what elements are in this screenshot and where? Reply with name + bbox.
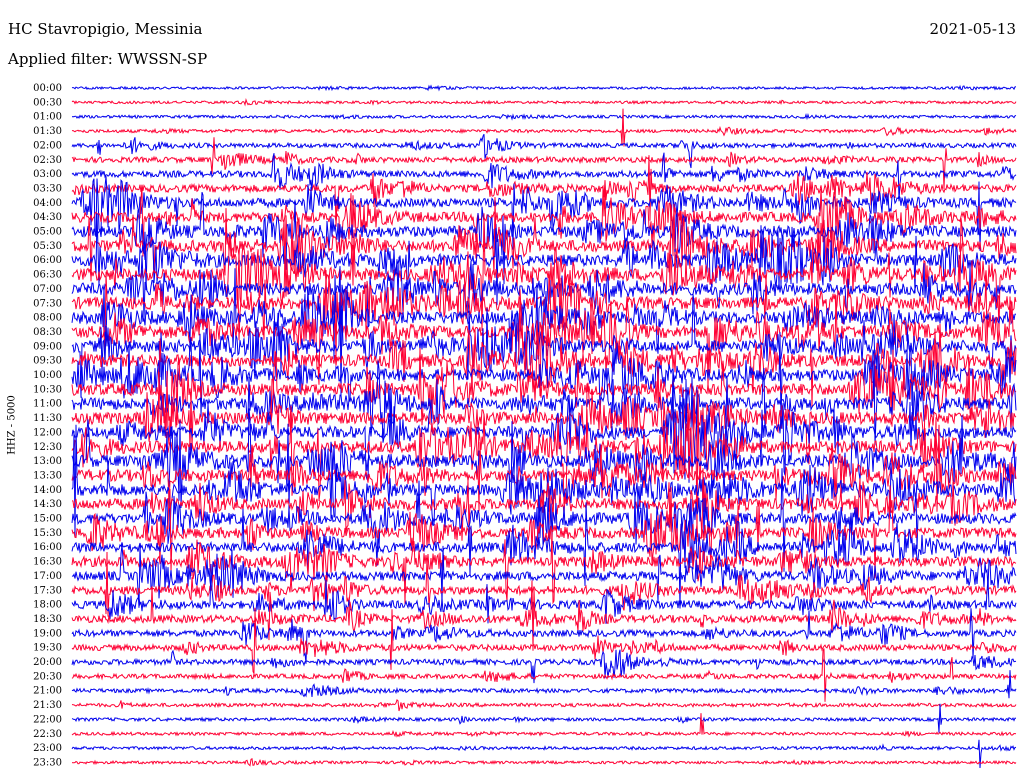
trace-line xyxy=(71,213,1017,306)
time-tick-label: 14:30 xyxy=(33,499,62,510)
time-tick-label: 03:00 xyxy=(33,169,62,180)
time-tick-label: 08:00 xyxy=(33,313,62,324)
trace-line xyxy=(71,502,1017,609)
time-tick-label: 14:00 xyxy=(33,485,62,496)
time-tick-label: 00:30 xyxy=(33,97,62,108)
time-tick-label: 07:00 xyxy=(33,284,62,295)
station-title: HC Stavropigio, Messinia xyxy=(8,20,203,38)
time-tick-label: 10:30 xyxy=(33,384,62,395)
time-tick-label: 22:30 xyxy=(33,729,62,740)
trace-line xyxy=(71,563,1017,624)
trace-line xyxy=(71,580,1017,651)
trace-line xyxy=(71,187,1017,284)
trace-line xyxy=(71,213,1017,332)
trace-line xyxy=(71,649,1017,684)
date-label: 2021-05-13 xyxy=(929,20,1016,38)
trace-line xyxy=(71,648,1017,702)
time-tick-label: 18:00 xyxy=(33,600,62,611)
time-tick-label: 15:30 xyxy=(33,528,62,539)
time-tick-label: 10:00 xyxy=(33,370,62,381)
time-tick-label: 00:00 xyxy=(33,83,62,94)
trace-line xyxy=(71,468,1017,572)
trace-line xyxy=(71,155,1017,227)
trace-line xyxy=(71,371,1017,465)
trace-line xyxy=(71,670,1017,699)
trace-line xyxy=(71,255,1017,329)
time-tick-label: 09:30 xyxy=(33,356,62,367)
trace-line xyxy=(71,84,1017,92)
time-tick-label: 09:00 xyxy=(33,341,62,352)
time-tick-label: 13:00 xyxy=(33,456,62,467)
trace-line xyxy=(71,152,1017,202)
time-tick-label: 01:00 xyxy=(33,112,62,123)
trace-line xyxy=(71,288,1017,398)
time-tick-label: 11:30 xyxy=(33,413,62,424)
time-tick-label: 03:30 xyxy=(33,183,62,194)
time-tick-label: 18:30 xyxy=(33,614,62,625)
time-tick-label: 16:30 xyxy=(33,557,62,568)
time-tick-label: 23:00 xyxy=(33,743,62,754)
trace-line xyxy=(71,176,1017,251)
trace-line xyxy=(71,713,1017,738)
time-tick-label: 07:30 xyxy=(33,298,62,309)
time-tick-label: 21:30 xyxy=(33,700,62,711)
trace-line xyxy=(71,703,1017,733)
time-tick-label: 04:00 xyxy=(33,198,62,209)
time-tick-label: 19:30 xyxy=(33,643,62,654)
time-tick-label: 12:30 xyxy=(33,442,62,453)
trace-line xyxy=(71,758,1017,767)
trace-line xyxy=(71,551,1017,617)
time-tick-label: 15:00 xyxy=(33,514,62,525)
time-tick-label: 22:00 xyxy=(33,714,62,725)
trace-line xyxy=(71,289,1017,408)
trace-line xyxy=(71,699,1017,712)
trace-line xyxy=(71,468,1017,568)
time-tick-label: 11:00 xyxy=(33,399,62,410)
time-tick-label: 20:00 xyxy=(33,657,62,668)
time-tick-label: 17:30 xyxy=(33,585,62,596)
trace-line xyxy=(71,608,1017,664)
trace-line xyxy=(71,390,1017,538)
trace-line xyxy=(71,97,1017,107)
time-tick-label: 17:00 xyxy=(33,571,62,582)
trace-line xyxy=(71,108,1017,147)
trace-line xyxy=(71,607,1017,674)
trace-line xyxy=(71,359,1017,446)
time-tick-label: 20:30 xyxy=(33,671,62,682)
trace-line xyxy=(71,347,1017,445)
time-tick-label: 13:30 xyxy=(33,470,62,481)
time-tick-label: 05:30 xyxy=(33,241,62,252)
time-tick-label: 16:00 xyxy=(33,542,62,553)
time-tick-label: 06:30 xyxy=(33,270,62,281)
time-tick-labels: 00:00 00:30 01:00 01:30 02:00 02:30 03:00 03:30… xyxy=(33,83,62,768)
trace-line xyxy=(71,294,1017,390)
seismogram-traces xyxy=(71,84,1017,769)
time-tick-label: 23:30 xyxy=(33,757,62,768)
trace-line xyxy=(71,368,1017,483)
time-tick-label: 08:30 xyxy=(33,327,62,338)
time-tick-label: 12:00 xyxy=(33,427,62,438)
time-tick-label: 04:30 xyxy=(33,212,62,223)
trace-line xyxy=(71,529,1017,605)
time-tick-label: 21:00 xyxy=(33,686,62,697)
time-tick-label: 02:30 xyxy=(33,155,62,166)
time-tick-label: 19:00 xyxy=(33,628,62,639)
trace-line xyxy=(71,268,1017,360)
trace-line xyxy=(71,739,1017,769)
time-tick-label: 06:00 xyxy=(33,255,62,266)
trace-line xyxy=(71,137,1017,189)
trace-line xyxy=(71,133,1017,169)
trace-line xyxy=(71,332,1017,427)
filter-label: Applied filter: WWSSN-SP xyxy=(8,50,208,68)
time-tick-label: 02:00 xyxy=(33,140,62,151)
time-tick-label: 05:00 xyxy=(33,227,62,238)
time-tick-label: 01:30 xyxy=(33,126,62,137)
trace-line xyxy=(71,408,1017,515)
trace-line xyxy=(71,113,1017,121)
